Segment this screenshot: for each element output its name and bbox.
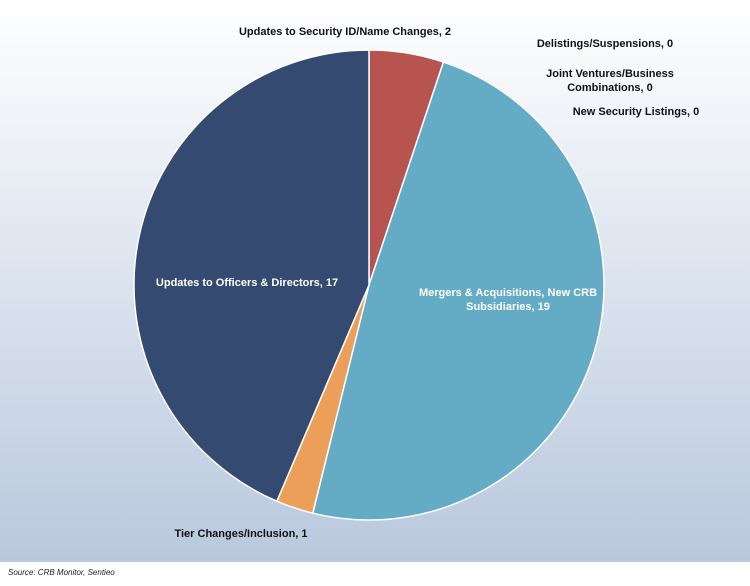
pie-slice	[311, 61, 605, 521]
data-label: Updates to Security ID/Name Changes, 2	[238, 26, 452, 38]
data-label: Delistings/Suspensions, 0	[536, 38, 674, 50]
data-label: Joint Ventures/Business Combinations, 0	[546, 68, 674, 94]
data-label: Updates to Officers & Directors, 17	[155, 277, 339, 289]
data-label: New Security Listings, 0	[572, 106, 700, 118]
source-note: Source: CRB Monitor, Sentieo	[8, 568, 115, 577]
pie-slice	[133, 49, 370, 503]
pie-chart	[133, 49, 605, 521]
data-label: Mergers & Acquisitions, New CRB Subsidia…	[418, 287, 598, 313]
data-label: Tier Changes/Inclusion, 1	[174, 528, 308, 540]
